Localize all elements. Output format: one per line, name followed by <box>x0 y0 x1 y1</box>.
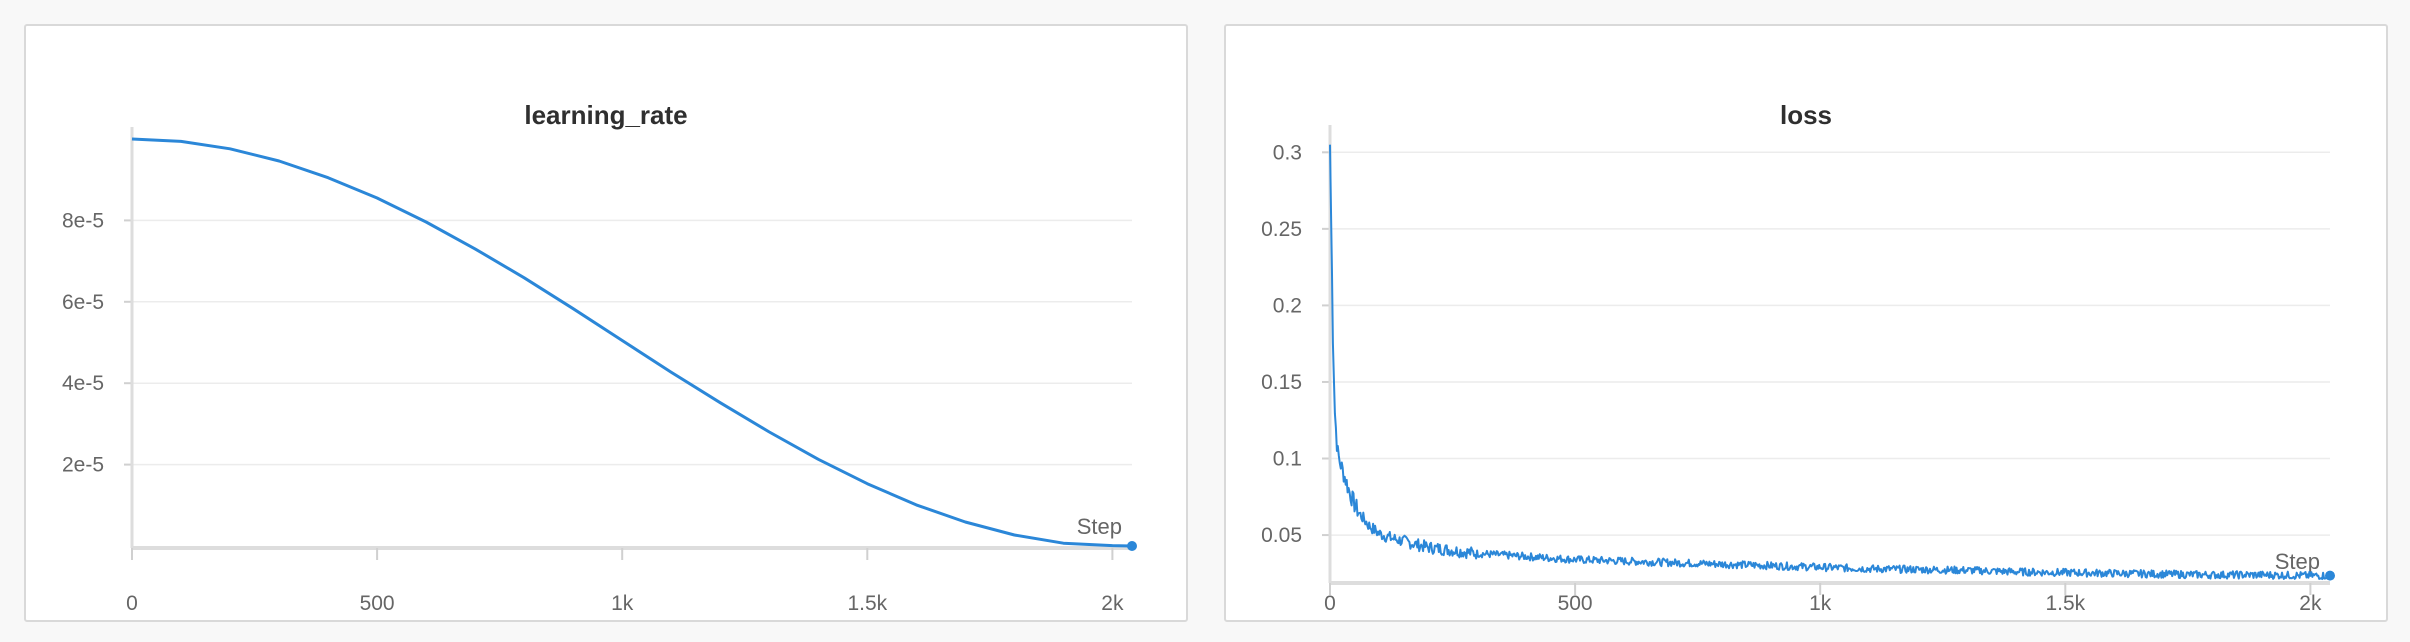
x-tick-label: 0 <box>1324 592 1336 615</box>
x-tick-label: 500 <box>360 592 395 615</box>
x-axis-label: Step <box>2275 549 2320 574</box>
x-tick-label: 0 <box>126 592 138 615</box>
series-endpoint-marker <box>1127 541 1137 551</box>
y-tick-label: 2e-5 <box>62 454 104 477</box>
y-tick-label: 8e-5 <box>62 209 104 232</box>
series-line[interactable] <box>131 137 1133 548</box>
y-tick-label: 0.15 <box>1261 371 1302 394</box>
x-tick-label: 1.5k <box>2045 592 2085 615</box>
y-tick-label: 0.2 <box>1273 294 1302 317</box>
learning-rate-panel: learning_rate 2e-5 4e-5 6e-5 8e-5 0 500 1k 1.5k… <box>24 24 1188 622</box>
chart-title: loss <box>1779 100 1833 130</box>
chart-title: learning_rate <box>524 100 688 130</box>
x-tick-label: 1k <box>611 592 634 615</box>
y-tick-label: 6e-5 <box>62 291 104 314</box>
loss-chart[interactable]: 0.05 0.1 0.15 0.2 0.25 0.3 0 500 1k 1.5k 2k Step <box>1226 26 2390 624</box>
x-tick-label: 1k <box>1809 592 1832 615</box>
x-tick-label: 2k <box>2299 592 2322 615</box>
learning-rate-chart[interactable]: 2e-5 4e-5 6e-5 8e-5 0 500 1k 1.5k 2k Step <box>26 26 1190 624</box>
loss-panel: loss 0.05 0.1 0.15 0.2 0.25 0.3 0 500 1k 1.5k 2k St… <box>1224 24 2388 622</box>
y-tick-label: 0.1 <box>1273 448 1302 471</box>
y-tick-label: 0.3 <box>1273 141 1302 164</box>
series-endpoint-marker <box>2325 570 2335 581</box>
x-tick-label: 2k <box>1101 592 1124 615</box>
series-line[interactable] <box>1329 144 2331 581</box>
x-axis-label: Step <box>1077 514 1122 539</box>
y-tick-label: 4e-5 <box>62 372 104 395</box>
y-tick-label: 0.25 <box>1261 218 1302 241</box>
x-tick-label: 500 <box>1558 592 1593 615</box>
x-tick-label: 1.5k <box>847 592 887 615</box>
y-tick-label: 0.05 <box>1261 524 1302 547</box>
